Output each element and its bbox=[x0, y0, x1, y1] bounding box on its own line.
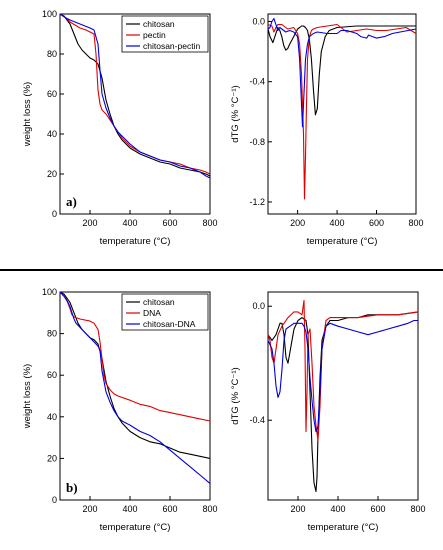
y-tick-label: 100 bbox=[42, 287, 57, 297]
y-tick-label: 0 bbox=[52, 495, 57, 505]
series-line-chitosan bbox=[59, 291, 211, 459]
legend-label: DNA bbox=[143, 308, 161, 318]
series-line-chitosan bbox=[267, 25, 416, 116]
x-tick-label: 800 bbox=[410, 504, 425, 514]
y-tick-label: 80 bbox=[47, 329, 57, 339]
plot-frame bbox=[59, 291, 211, 501]
x-tick-label: 800 bbox=[408, 218, 423, 228]
y-tick-label: -0.4 bbox=[249, 415, 265, 425]
x-tick-label: 600 bbox=[369, 218, 384, 228]
series-line-chitosan bbox=[59, 13, 211, 177]
x-tick-label: 200 bbox=[82, 504, 97, 514]
legend-label: pectin bbox=[143, 30, 166, 40]
y-axis-label: weight loss (%) bbox=[22, 364, 33, 429]
y-tick-label: 60 bbox=[47, 370, 57, 380]
y-tick-label: -1.2 bbox=[249, 197, 265, 207]
x-tick-label: 800 bbox=[202, 218, 217, 228]
y-tick-label: 100 bbox=[42, 9, 57, 19]
y-tick-label: 0.0 bbox=[252, 17, 265, 27]
legend-label: chitosan-DNA bbox=[143, 319, 196, 329]
x-tick-label: 400 bbox=[330, 218, 345, 228]
chart-panel-2: 200 400 600 800 0.0 -0.4 -0.8 -1.2 temperature (… bbox=[230, 13, 424, 247]
x-axis-label: temperature (°C) bbox=[308, 522, 379, 533]
series-line-chitosan-DNA bbox=[267, 319, 418, 433]
legend-label: chitosan bbox=[143, 19, 175, 29]
x-tick-label: 400 bbox=[330, 504, 345, 514]
x-tick-label: 800 bbox=[202, 504, 217, 514]
x-tick-label: 600 bbox=[370, 504, 385, 514]
series-line-chitosan bbox=[267, 311, 419, 493]
panel-label: b) bbox=[66, 480, 78, 495]
y-axis-label: dTG (% °C⁻¹) bbox=[230, 85, 241, 142]
y-axis-label: dTG (% °C⁻¹) bbox=[230, 367, 241, 424]
legend-label: chitosan-pectin bbox=[143, 41, 200, 51]
x-tick-label: 400 bbox=[122, 504, 137, 514]
legend-label: chitosan bbox=[143, 297, 175, 307]
panel-label: a) bbox=[66, 194, 77, 209]
x-axis-label: temperature (°C) bbox=[307, 236, 378, 247]
x-tick-label: 200 bbox=[290, 218, 305, 228]
y-tick-label: 80 bbox=[47, 49, 57, 59]
y-tick-label: 60 bbox=[47, 89, 57, 99]
y-tick-label: 40 bbox=[47, 412, 57, 422]
x-tick-label: 200 bbox=[82, 218, 97, 228]
chart-panel-3: 200 400 600 800 0 20 40 60 80 100 temperature (°C)… bbox=[22, 287, 218, 533]
series-line-chitosan-pectin bbox=[267, 17, 417, 128]
y-tick-label: 20 bbox=[47, 453, 57, 463]
x-axis-label: temperature (°C) bbox=[100, 236, 171, 247]
x-axis-label: temperature (°C) bbox=[100, 522, 171, 533]
series-line-chitosan-DNA bbox=[59, 291, 211, 484]
y-tick-label: 0.0 bbox=[252, 301, 265, 311]
y-tick-label: -0.4 bbox=[249, 77, 265, 87]
y-tick-label: 20 bbox=[47, 169, 57, 179]
series-line-pectin bbox=[267, 23, 417, 200]
y-tick-label: 0 bbox=[52, 209, 57, 219]
y-axis-label: weight loss (%) bbox=[22, 82, 33, 147]
y-tick-label: -0.8 bbox=[249, 137, 265, 147]
series-line-DNA bbox=[267, 299, 419, 441]
chart-panel-1: 200 400 600 800 0 20 40 60 80 100 temperature (°C)… bbox=[22, 9, 218, 247]
x-tick-label: 600 bbox=[162, 218, 177, 228]
plot-frame bbox=[267, 291, 419, 501]
x-tick-label: 600 bbox=[162, 504, 177, 514]
x-tick-label: 200 bbox=[290, 504, 305, 514]
chart-panel-4: 200 400 600 800 0.0 -0.4 temperature (°C) dTG (… bbox=[230, 291, 426, 533]
series-line-chitosan-pectin bbox=[59, 13, 211, 179]
plot-frame bbox=[59, 13, 211, 215]
x-tick-label: 400 bbox=[122, 218, 137, 228]
y-tick-label: 40 bbox=[47, 129, 57, 139]
plot-frame bbox=[267, 13, 417, 215]
